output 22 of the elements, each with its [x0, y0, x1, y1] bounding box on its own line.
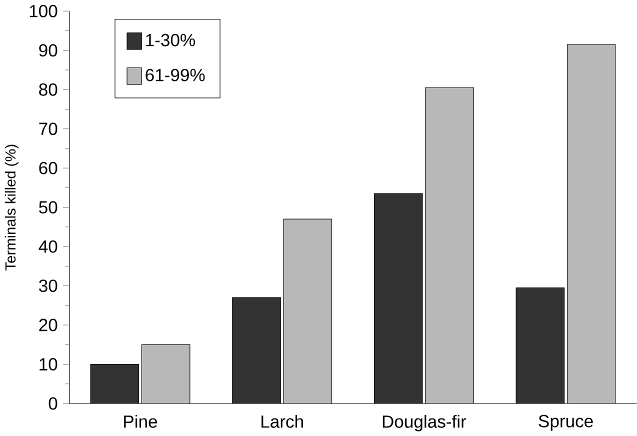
- y-tick-label: 10: [40, 358, 58, 370]
- y-tick-label: 0: [48, 397, 58, 410]
- y-tick-label: 80: [39, 83, 58, 96]
- bar: [374, 193, 422, 404]
- legend-label: 1-30%: [146, 34, 195, 46]
- y-tick-label: 60: [39, 162, 58, 174]
- x-tick-label: Larch: [262, 414, 303, 428]
- x-tick-label: Douglas-fir: [382, 414, 466, 432]
- y-axis-title: Terminals killed (%): [4, 144, 19, 270]
- y-tick-label: 30: [39, 279, 58, 292]
- y-tick-label: 100: [30, 4, 58, 18]
- y-tick-label: 50: [39, 200, 58, 214]
- bar: [516, 287, 565, 404]
- y-tick-label: 70: [39, 122, 58, 135]
- y-tick-label: 20: [39, 318, 58, 332]
- bar: [232, 297, 281, 404]
- x-tick-label: Spruce: [538, 414, 593, 431]
- y-tick-label: 40: [38, 240, 58, 253]
- bar: [90, 364, 139, 404]
- y-tick-label: 90: [39, 44, 58, 56]
- x-tick-label: Pine: [124, 414, 158, 428]
- legend-label: 61-99%: [146, 68, 205, 82]
